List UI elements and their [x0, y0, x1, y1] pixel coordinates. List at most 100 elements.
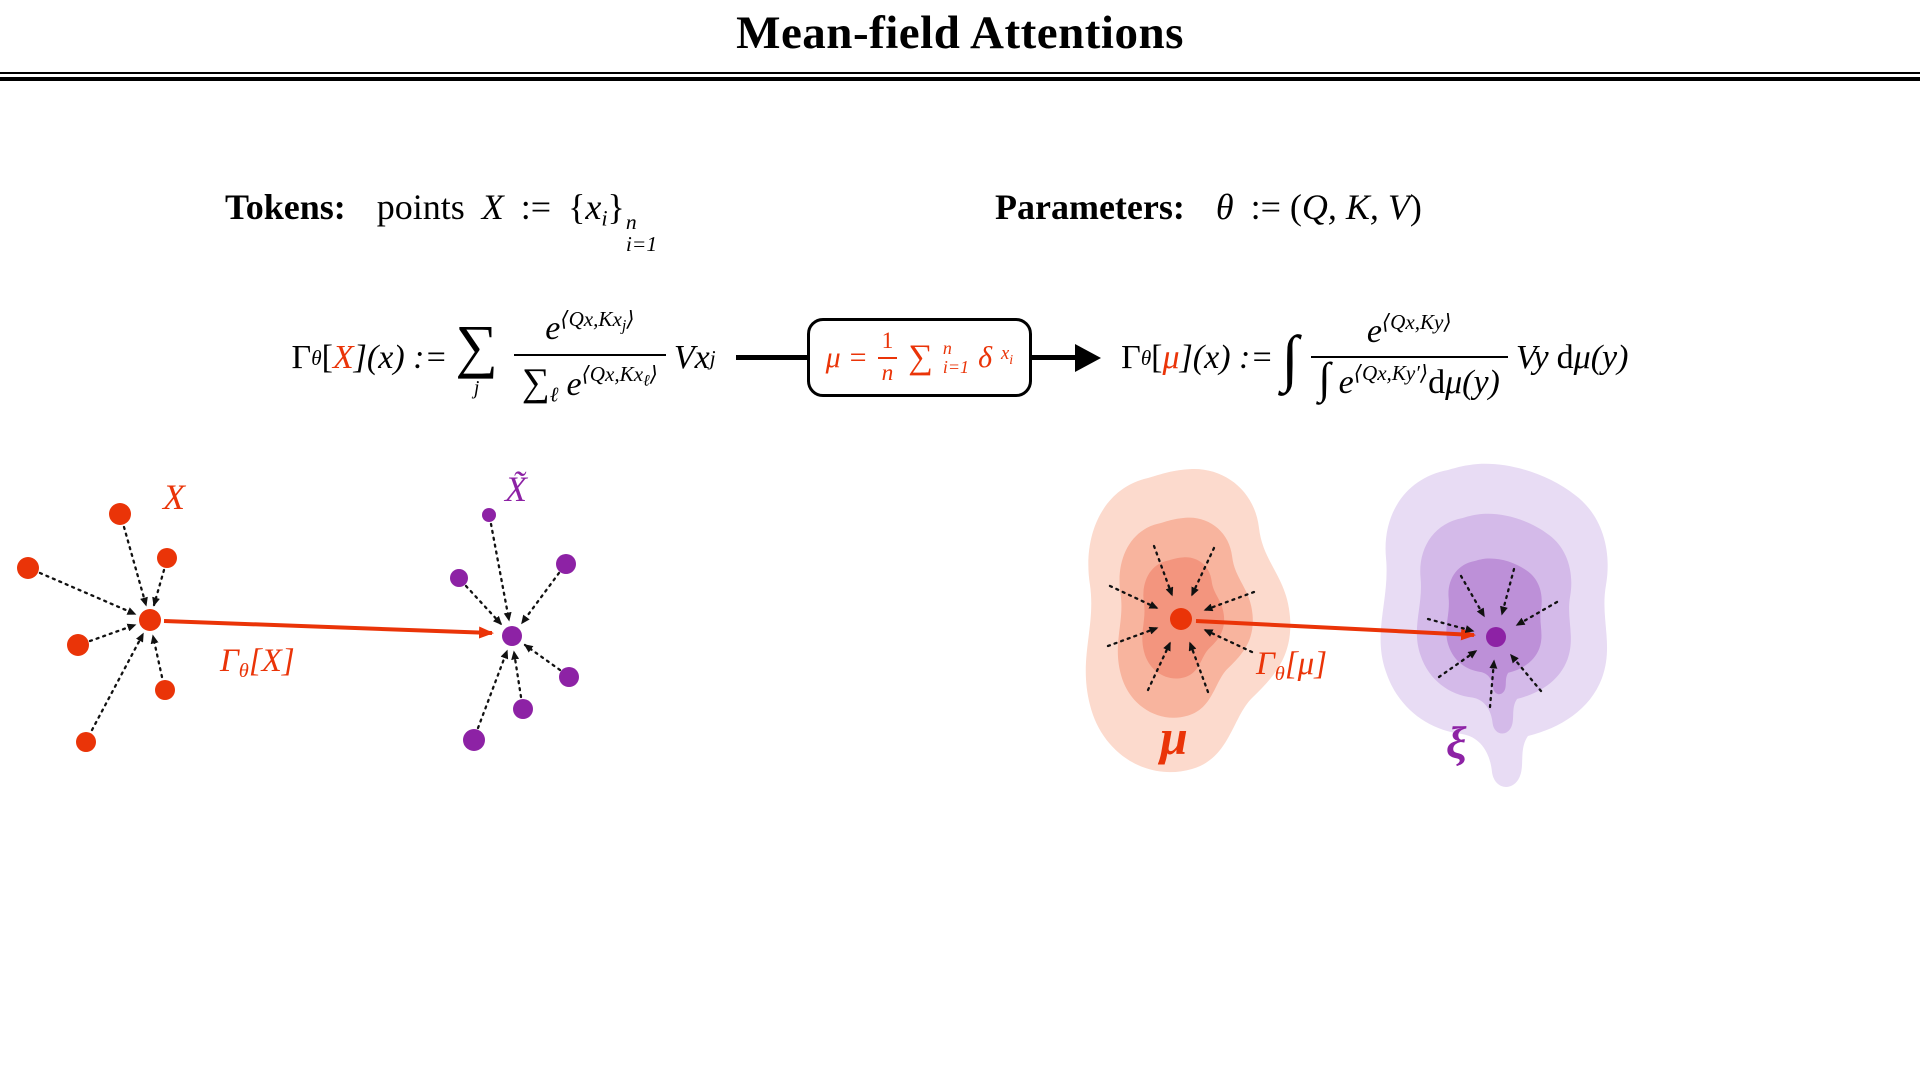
mu-query-point: [1170, 608, 1192, 630]
mf-numerator: e⟨Qx,Ky⟩: [1359, 311, 1460, 357]
n: n: [877, 356, 898, 387]
dotted-attention-arrow: [1152, 544, 1174, 597]
gamma-head: Γ: [291, 338, 312, 376]
mapped-query-point: [502, 626, 522, 646]
mf-den-mu: μ(y): [1445, 364, 1500, 402]
left-scatter-diagram: [17, 503, 579, 752]
tokens-definition: Tokens: points X := {xi} n i=1: [225, 186, 657, 256]
mf-tail-mu: μ(y): [1573, 338, 1629, 376]
slide-title: Mean-field Attentions: [736, 7, 1184, 59]
fraction-numerator: e⟨Qx,Kxj⟩: [537, 308, 642, 354]
bracket-open-2: [: [1151, 338, 1163, 376]
map-gamma-arg: [X]: [248, 643, 295, 679]
num-base: e: [545, 310, 561, 347]
integral: ∫: [1281, 322, 1299, 393]
box-sum-sup: n: [942, 337, 952, 358]
dotted-attention-arrow: [520, 571, 561, 625]
arrowhead-icon: [1075, 343, 1102, 372]
xi-density-label: ξ: [1446, 717, 1467, 768]
sum-limit: j: [473, 376, 480, 399]
token-point: [67, 634, 89, 656]
gamma-head-2: Γ: [1121, 338, 1141, 376]
box-sum: ∑: [908, 338, 933, 377]
den-integral: ∫: [1318, 354, 1331, 404]
box-sum-limits: n i=1: [942, 337, 970, 377]
tokens-bounds: n i=1: [626, 211, 657, 256]
gamma-X-map-label: Γθ[X]: [220, 643, 295, 681]
dotted-attention-arrow: [1515, 600, 1559, 627]
dotted-attention-arrow: [1190, 546, 1216, 597]
mapped-point: [463, 729, 485, 751]
dotted-attention-arrow: [489, 522, 512, 622]
tokens-sup: n: [625, 209, 637, 234]
dotted-attention-arrow: [476, 649, 509, 730]
dotted-attention-arrow: [511, 650, 523, 699]
parameters-close: ): [1409, 187, 1422, 227]
arg-X: X: [332, 338, 354, 376]
dotted-attention-arrow: [1437, 649, 1478, 679]
dotted-attention-arrow: [1509, 653, 1543, 693]
dotted-attention-arrow: [1459, 574, 1486, 618]
fraction-denominator: ∑ℓ e⟨Qx,Kxℓ⟩: [513, 353, 666, 408]
mf-num-exp: ⟨Qx,Ky⟩: [1381, 309, 1452, 334]
map-gamma-arg-2: [μ]: [1284, 646, 1328, 682]
dotted-attention-arrow: [150, 634, 164, 679]
mf-den-d: d: [1428, 364, 1446, 402]
parameters-theta: θ: [1215, 187, 1234, 227]
mu: μ: [825, 340, 841, 374]
dotted-attention-arrow: [152, 568, 166, 607]
map-gamma-sub-2: θ: [1274, 663, 1285, 686]
parameters-label: Parameters:: [995, 187, 1185, 227]
num-exp-open: ⟨Qx,Kx: [560, 306, 622, 331]
mapped-point: [556, 554, 576, 574]
divider-thin-line: [0, 72, 1920, 74]
tokens-sub: i=1: [625, 232, 658, 257]
sum-glyph: ∑: [455, 313, 498, 380]
map-gamma: Γ: [220, 643, 239, 679]
one: 1: [881, 327, 894, 354]
num-exponent: ⟨Qx,Kxj⟩: [560, 306, 634, 334]
arg-mu: μ: [1162, 338, 1180, 376]
box-sum-sub: i=1: [942, 356, 970, 377]
sum-operator: ∑ j: [455, 317, 497, 398]
gamma-mu-map-label: Γθ[μ]: [1256, 646, 1328, 686]
tokens-x: x: [585, 187, 602, 227]
one-over-n: 1 n: [877, 327, 898, 387]
delta-sub-i: i: [1009, 353, 1014, 369]
bracket-close-2: ](x) :=: [1179, 338, 1274, 376]
delta-sub: xi: [1001, 344, 1013, 367]
dotted-attention-arrow: [464, 584, 503, 626]
den-base: e: [566, 365, 582, 403]
right-density-diagram: [1085, 463, 1608, 787]
dotted-attention-arrow: [38, 571, 137, 616]
mapped-point: [482, 508, 496, 522]
bracket-close: ](x) :=: [353, 338, 448, 376]
tokens-label: Tokens:: [225, 187, 346, 227]
map-gamma-2: Γ: [1256, 646, 1275, 682]
dotted-attention-arrow: [1203, 590, 1256, 612]
softmax-fraction: e⟨Qx,Kxj⟩ ∑ℓ e⟨Qx,Kxℓ⟩: [513, 308, 666, 408]
dotted-attention-arrow: [1203, 628, 1254, 654]
meanfield-map-arrow: [1195, 619, 1476, 641]
mf-tail-Vy: Vy: [1515, 338, 1549, 376]
mf-den-base: e: [1338, 364, 1354, 402]
token-point: [17, 557, 39, 579]
tokens-x-sub: i: [601, 205, 608, 231]
den-exp-close: ⟩: [649, 362, 658, 387]
delta-sub-x: x: [1001, 343, 1010, 365]
den-exponent: ⟨Qx,Kxℓ⟩: [582, 362, 658, 390]
dotted-attention-arrow: [122, 525, 148, 607]
map-arrow: μ = 1 n ∑ n i=1 δ xi: [735, 317, 1102, 398]
mf-denominator: ∫ e⟨Qx,Ky′⟩dμ(y): [1310, 354, 1508, 405]
query-point: [139, 609, 161, 631]
mf-den-exp: ⟨Qx,Ky′⟩: [1353, 361, 1429, 386]
delta: δ: [978, 340, 993, 374]
parameters-vars: Q, K, V: [1301, 187, 1410, 227]
dotted-attention-arrow: [90, 632, 145, 732]
dotted-attention-arrow: [1500, 567, 1516, 616]
mapped-point: [513, 699, 533, 719]
den-sum: ∑: [521, 360, 550, 404]
tokens-brace-close: }: [607, 187, 625, 227]
den-sum-sub: ℓ: [549, 381, 559, 406]
